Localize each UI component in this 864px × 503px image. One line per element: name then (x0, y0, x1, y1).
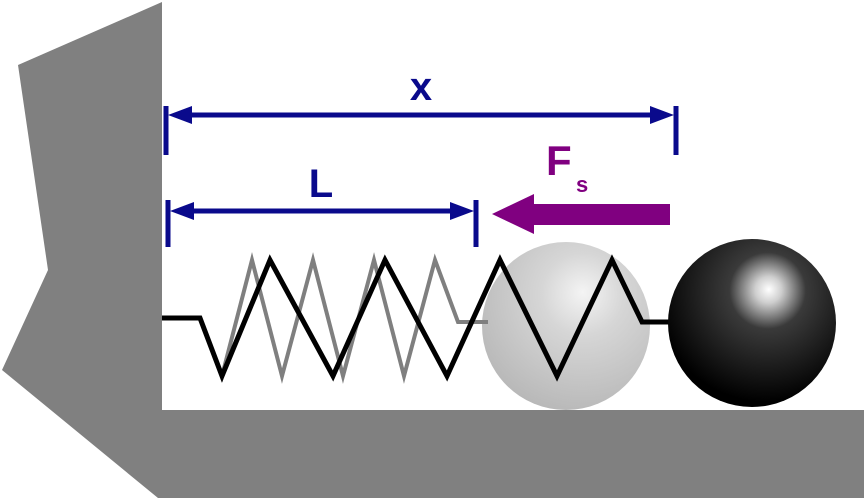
spring-stretched (162, 254, 672, 383)
ball-displaced (668, 239, 836, 407)
dimension-x (163, 106, 679, 155)
label-force-subscript: s (576, 172, 588, 197)
label-force: F (546, 137, 572, 184)
label-L: L (309, 162, 333, 206)
force-arrow (492, 194, 670, 234)
dimension-L (165, 200, 479, 247)
label-x: x (410, 65, 432, 109)
ball-rest-position (482, 242, 650, 410)
